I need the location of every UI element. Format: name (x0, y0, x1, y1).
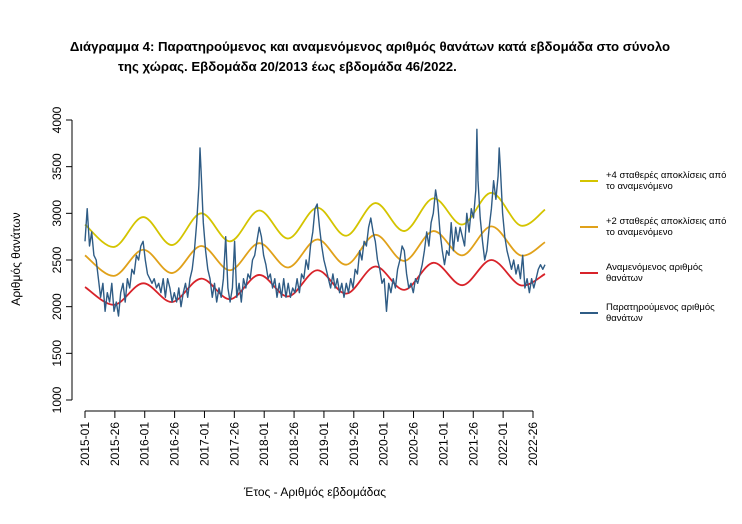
x-tick-label: 2016-01 (138, 422, 152, 466)
y-axis-label: Αριθμός θανάτων (9, 212, 23, 305)
x-tick-label: 2020-01 (377, 422, 391, 466)
y-tick-label: 3500 (50, 153, 64, 180)
chart-title-line1: Διάγραμμα 4: Παρατηρούμενος και αναμενόμ… (69, 39, 671, 54)
x-tick-label: 2017-26 (227, 422, 241, 466)
legend-swatch (580, 180, 598, 182)
legend-swatch (580, 312, 598, 314)
legend-label: Παρατηρούμενος αριθμός θανάτων (606, 302, 715, 324)
x-tick-label: 2016-26 (168, 422, 182, 466)
legend-label: Αναμενόμενος αριθμός θανάτων (606, 262, 703, 284)
axes: 1000 1500 2000 2500 3000 3500 4000 2015-01 2015-… (50, 106, 540, 466)
series-line-2 (84, 259, 546, 306)
x-tick-label: 2015-01 (78, 422, 92, 466)
x-tick-label: 2019-26 (347, 422, 361, 466)
legend-label: +4 σταθερές αποκλίσεις από το αναμενόμεν… (606, 170, 727, 192)
series-line-1 (84, 225, 546, 277)
legend-swatch (580, 272, 598, 274)
x-tick-label: 2018-01 (257, 422, 271, 466)
y-tick-label: 3000 (50, 200, 64, 227)
y-tick-label: 1000 (50, 386, 64, 413)
chart-title-line2: της χώρας. Εβδομάδα 20/2013 έως εβδομάδα… (118, 59, 457, 74)
x-tick-label: 2021-26 (466, 422, 480, 466)
x-tick-label: 2019-01 (317, 422, 331, 466)
x-tick-label: 2022-01 (496, 422, 510, 466)
x-axis-label: Έτος - Αριθμός εβδομάδας (243, 485, 386, 499)
series-lines (84, 128, 546, 317)
x-tick-label: 2022-26 (526, 422, 540, 466)
legend-label: +2 σταθερές αποκλίσεις από το αναμενόμεν… (606, 216, 727, 238)
y-tick-label: 1500 (50, 340, 64, 367)
y-tick-label: 2500 (50, 246, 64, 273)
series-line-3 (84, 128, 546, 317)
x-tick-label: 2020-26 (407, 422, 421, 466)
x-tick-label: 2021-01 (436, 422, 450, 466)
legend-swatch (580, 226, 598, 228)
y-tick-label: 2000 (50, 293, 64, 320)
chart-title: Διάγραμμα 4: Παρατηρούμενος και αναμενόμ… (20, 37, 720, 77)
series-line-0 (84, 191, 546, 248)
x-tick-label: 2015-26 (108, 422, 122, 466)
x-tick-label: 2018-26 (287, 422, 301, 466)
y-tick-label: 4000 (50, 106, 64, 133)
x-tick-label: 2017-01 (197, 422, 211, 466)
